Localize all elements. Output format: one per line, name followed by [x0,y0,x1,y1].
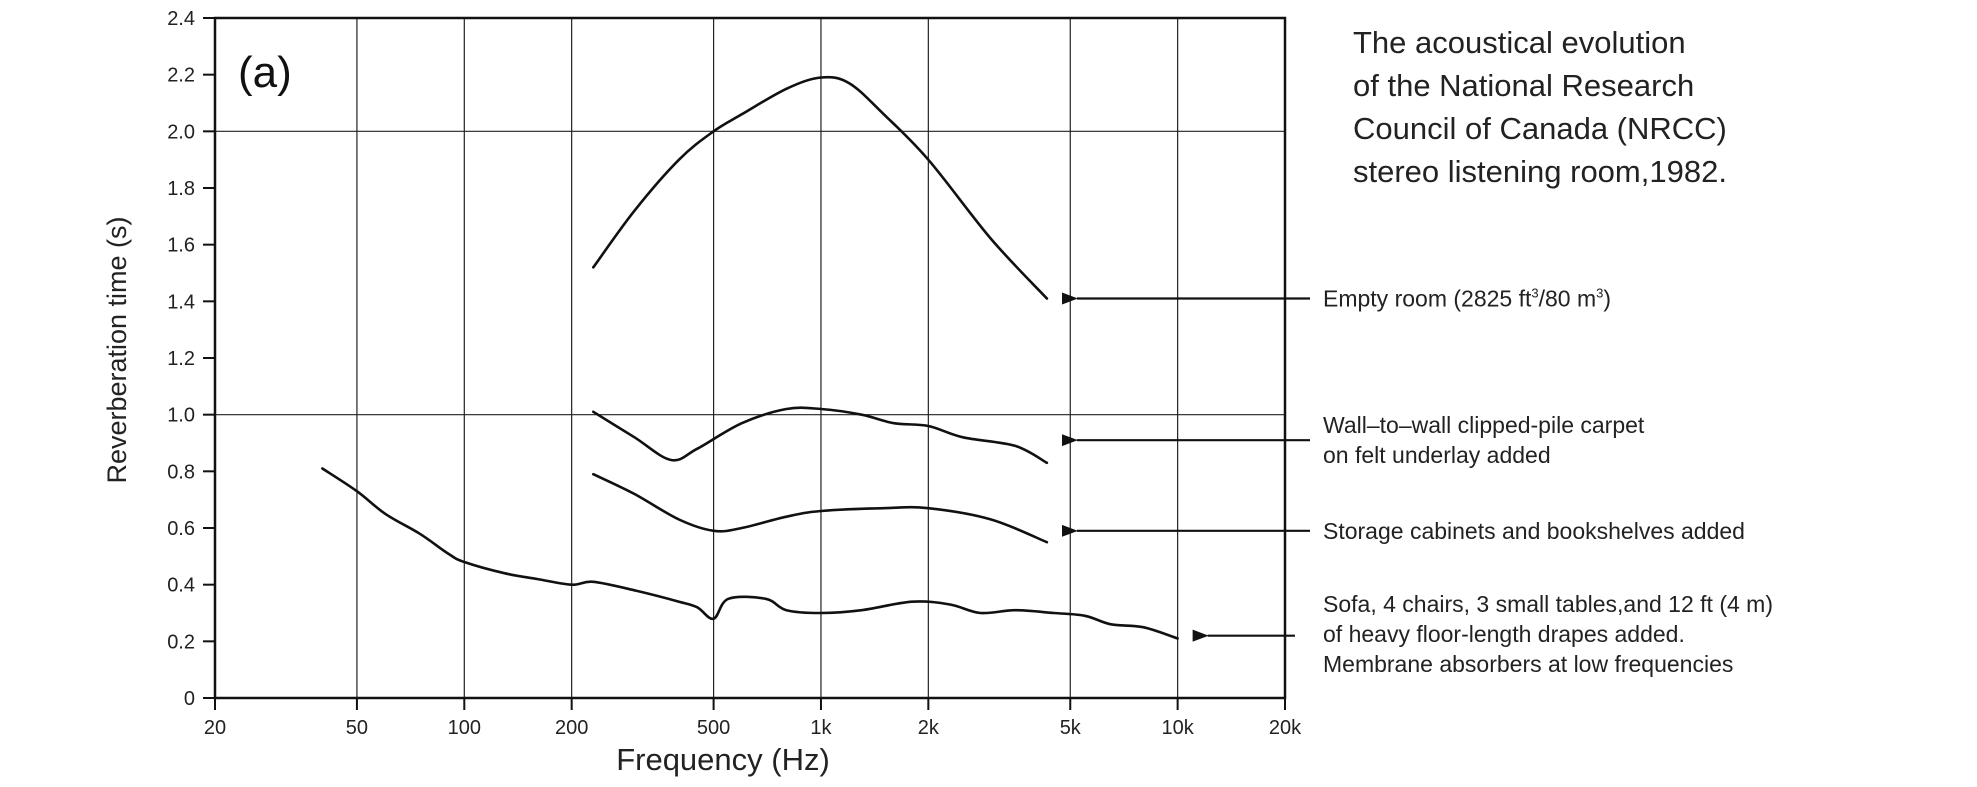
y-tick-label: 2.0 [167,121,195,143]
chart-title-line-3: Council of Canada (NRCC) [1353,111,1727,146]
chart-title-line-4: stereo listening room,1982. [1353,154,1727,189]
annotation-text-4-line-2: of heavy floor-length drapes added. [1323,621,1685,647]
y-tick-label: 1.0 [167,405,195,427]
y-tick-label: 1.2 [167,348,195,370]
x-tick-label: 50 [346,717,368,739]
x-tick-label: 5k [1060,717,1082,739]
chart-title-line-1: The acoustical evolution [1353,25,1686,60]
annotation-text-4-line-1: Sofa, 4 chairs, 3 small tables,and 12 ft… [1323,591,1773,617]
series-line-3 [592,472,1049,544]
y-tick-label: 0 [184,688,195,710]
x-tick-label: 10k [1162,717,1195,739]
x-tick-label: 1k [810,717,832,739]
x-tick-label: 200 [555,717,588,739]
x-tick-label: 2k [918,717,940,739]
grid-layer [215,18,1285,698]
y-axis-title: Reverberation time (s) [102,216,132,483]
annotation-text-4-line-3: Membrane absorbers at low frequencies [1323,651,1733,677]
annotation-text-2-line-2: on felt underlay added [1323,442,1551,468]
y-tick-label: 0.4 [167,575,195,597]
annotation-text-1: Empty room (2825 ft3/80 m3) [1323,286,1611,312]
y-tick-label: 2.4 [167,8,195,30]
x-tick-label: 100 [448,717,481,739]
y-tick-label: 1.4 [167,291,195,313]
annotation-text-3-line-1: Storage cabinets and bookshelves added [1323,518,1745,544]
chart-title-line-2: of the National Research [1353,68,1694,103]
y-tick-label: 2.2 [167,65,195,87]
series-line-4 [321,467,1179,640]
y-tick-label: 1.6 [167,235,195,257]
panel-label: (a) [238,48,292,97]
x-tick-label: 500 [697,717,730,739]
x-tick-label: 20 [204,717,226,739]
y-tick-label: 1.8 [167,178,195,200]
x-tick-label: 20k [1269,717,1302,739]
y-tick-label: 0.2 [167,631,195,653]
series-line-2 [592,406,1049,465]
annotation-layer: Empty room (2825 ft3/80 m3) Wall–to–wall … [1061,286,1773,677]
y-tick-label: 0.6 [167,518,195,540]
series-layer [321,75,1179,640]
series-line-1 [592,75,1049,300]
tick-layer: 0 0.2 0.4 0.6 0.8 1.0 1.2 1.4 1.6 1.8 2.0 2.2 2.4 20 5… [167,8,1302,739]
y-tick-label: 0.8 [167,461,195,483]
x-axis-title: Frequency (Hz) [616,742,830,777]
annotation-text-2-line-1: Wall–to–wall clipped-pile carpet [1323,412,1645,438]
